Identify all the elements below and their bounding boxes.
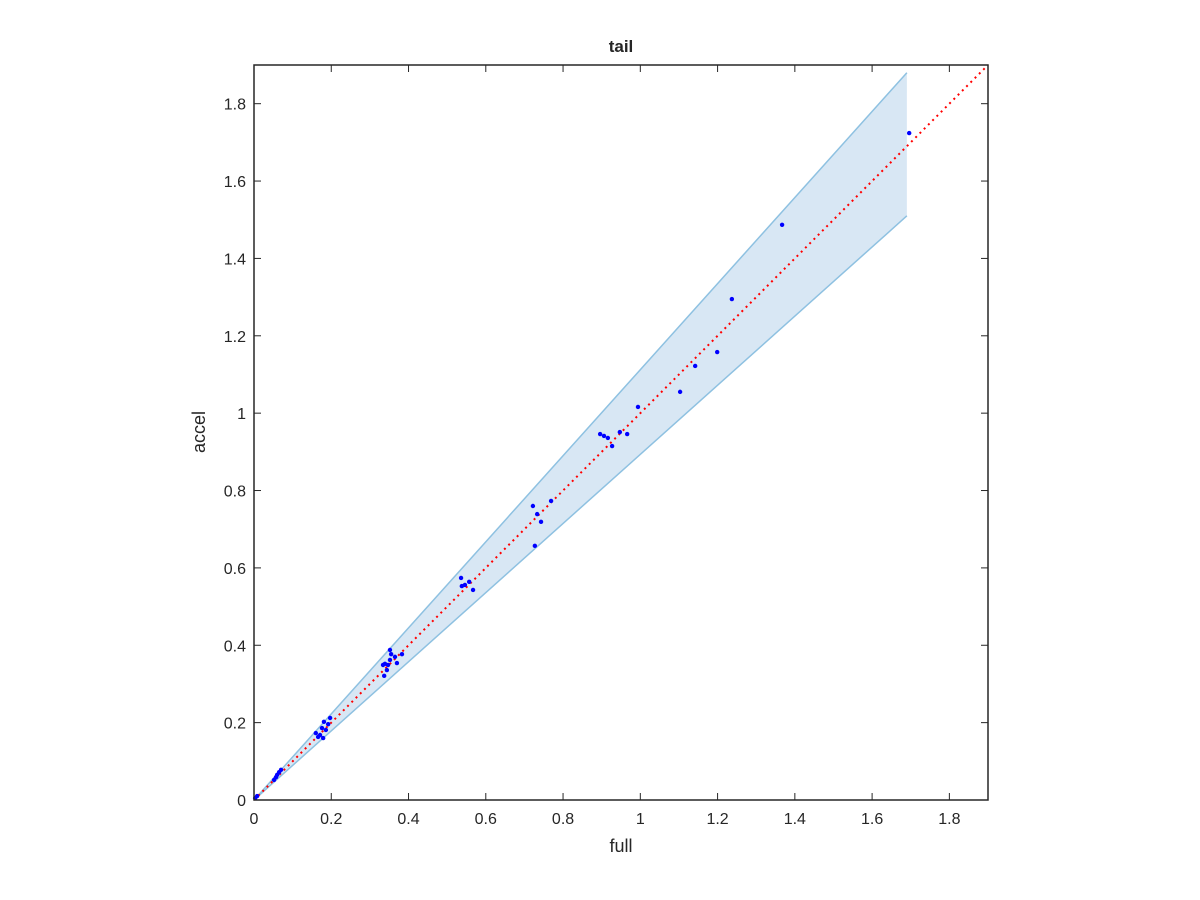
point (729, 296, 735, 302)
point (692, 363, 698, 369)
point (321, 719, 327, 725)
x-tick-label: 0.2 (320, 811, 342, 828)
point (624, 431, 630, 437)
point (459, 583, 465, 589)
axes-box (253, 64, 989, 801)
point (538, 519, 544, 525)
y-tick-label: 1.6 (224, 174, 246, 191)
x-tick-label: 0.6 (475, 811, 497, 828)
y-tick-label: 0 (237, 793, 246, 810)
x-tick-label: 0.4 (397, 811, 419, 828)
band-lower-edge (253, 215, 908, 801)
point (320, 735, 326, 741)
y-tick-label: 1.8 (224, 97, 246, 114)
point (327, 715, 333, 721)
point (532, 543, 538, 549)
point (635, 404, 641, 410)
x-tick-label: 1.6 (861, 811, 883, 828)
x-axis-label: full (609, 836, 632, 856)
y-tick-label: 0.8 (224, 484, 246, 501)
point (530, 503, 536, 509)
point (384, 667, 390, 673)
point (779, 222, 785, 227)
point (392, 654, 398, 660)
point (387, 657, 393, 663)
point (394, 660, 400, 666)
point (387, 647, 393, 653)
y-tick-label: 0.2 (224, 716, 246, 733)
point (617, 429, 623, 435)
point (548, 498, 554, 504)
x-tick-label: 0 (250, 811, 259, 828)
point (534, 511, 540, 517)
point (609, 443, 615, 449)
x-tick-label: 1.8 (938, 811, 960, 828)
x-tick-label: 0.8 (552, 811, 574, 828)
chart-title: tail (609, 37, 634, 56)
point (313, 730, 319, 736)
point (381, 673, 387, 679)
x-tick-label: 1 (636, 811, 645, 828)
y-tick-label: 1 (237, 406, 246, 423)
x-tick-label: 1.2 (706, 811, 728, 828)
point (466, 579, 472, 585)
point (605, 435, 611, 441)
y-tick-label: 0.6 (224, 561, 246, 578)
point (315, 734, 321, 740)
y-axis-label: accel (189, 411, 209, 453)
reference-line (253, 64, 989, 801)
point (677, 389, 683, 395)
point (399, 651, 405, 657)
point (714, 349, 720, 355)
point (458, 575, 464, 581)
y-tick-label: 0.4 (224, 638, 246, 655)
point (323, 727, 329, 733)
band-upper-edge (253, 72, 908, 801)
y-tick-label: 1.2 (224, 329, 246, 346)
x-tick-label: 1.4 (784, 811, 806, 828)
point (601, 433, 607, 439)
point (278, 767, 284, 773)
y-tick-label: 1.4 (224, 251, 246, 268)
point (470, 587, 476, 593)
point (319, 725, 325, 731)
point (380, 662, 386, 668)
point (271, 777, 277, 783)
point (325, 721, 331, 727)
point (597, 431, 603, 437)
point (906, 130, 912, 136)
point (388, 651, 394, 657)
